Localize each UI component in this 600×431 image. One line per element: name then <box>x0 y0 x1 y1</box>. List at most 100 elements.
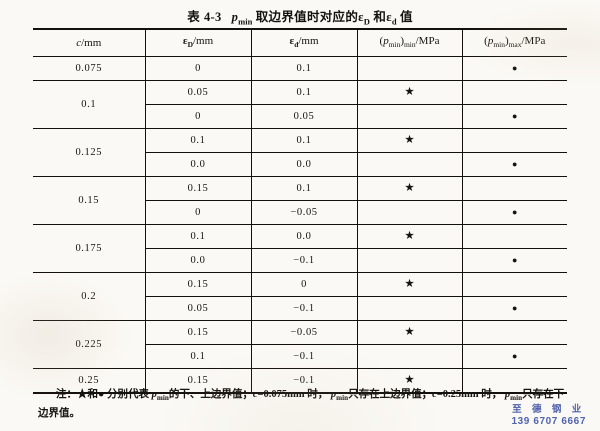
cell-pmin-max-marker: ● <box>461 200 567 226</box>
cell-c-value: 0.175 <box>33 224 146 274</box>
cell-pmin-min-marker: ★ <box>356 368 463 395</box>
page-title: 表 4-3 pmin 取边界值时对应的εD 和εd 值 <box>0 0 600 27</box>
cell-pmin-min-marker: ★ <box>356 320 463 346</box>
footnote-segment-6: 只存在下边界值。 <box>38 389 565 420</box>
data-table-container: c/mm εD/mm εd/mm (pmin)min/MPa (pmin)max… <box>33 28 567 395</box>
star-icon: ★ <box>404 278 415 291</box>
cell-pmin-min-marker <box>356 104 463 130</box>
cell-pmin-max-marker: ● <box>461 56 567 82</box>
star-icon: ★ <box>404 86 415 99</box>
cell-epsilon-d: −0.1 <box>250 344 358 370</box>
footnote-symbol-c-2: c <box>432 389 437 400</box>
footnote-segment-2: 的下、上边界值； <box>168 389 253 400</box>
title-symbol-p: pmin <box>231 10 253 27</box>
footnote-segment-5: =0.25mm 时， <box>436 389 503 400</box>
dot-icon: ● <box>512 255 518 266</box>
dot-icon: ● <box>512 111 518 122</box>
cell-epsilon-d: 0.0 <box>250 224 358 250</box>
dot-icon: ● <box>512 159 518 170</box>
table-row: 0 0.05 ● <box>33 104 567 130</box>
footnote-symbol-pmin-1: pmin <box>151 389 169 403</box>
cell-pmin-max-marker <box>461 368 567 395</box>
title-text-after: 值 <box>400 10 413 24</box>
cell-epsilon-d: 0.1 <box>250 176 358 202</box>
title-symbol-epsilon-d-upper: εD <box>358 10 370 27</box>
cell-epsilon-d: 0.1 <box>250 56 358 82</box>
footnote-symbol-pmin-3: pmin <box>504 389 523 403</box>
cell-epsilon-d: 0.0 <box>250 152 358 178</box>
cell-epsilon-D: 0.1 <box>144 128 252 154</box>
cell-pmin-max-marker: ● <box>461 296 567 322</box>
column-header-c: c/mm <box>33 28 146 58</box>
cell-pmin-max-marker <box>461 128 567 154</box>
table-row: 0.225 0.15 −0.05 ★ <box>33 320 567 370</box>
dot-icon: ● <box>512 351 518 362</box>
cell-epsilon-d: −0.1 <box>250 368 358 395</box>
star-icon: ★ <box>404 230 415 243</box>
cell-pmin-min-marker <box>356 248 463 274</box>
cell-epsilon-d: −0.1 <box>250 248 358 274</box>
cell-epsilon-D: 0.15 <box>144 320 252 346</box>
cell-epsilon-d: −0.1 <box>250 296 358 322</box>
cell-epsilon-d: 0.1 <box>250 80 358 106</box>
watermark: 至 德 钢 业 139 6707 6667 <box>511 401 586 427</box>
title-text-before: 取边界值时对应的 <box>255 10 359 24</box>
cell-pmin-min-marker: ★ <box>356 224 463 250</box>
dot-icon: ● <box>512 63 518 74</box>
table-row: 0.0 −0.1 ● <box>33 248 567 274</box>
watermark-company-name: 至 德 钢 业 <box>512 405 586 415</box>
cell-pmin-max-marker: ● <box>461 248 567 274</box>
cell-c-value: 0.225 <box>33 320 146 370</box>
cell-pmin-min-marker <box>356 344 463 370</box>
cell-pmin-max-marker <box>461 224 567 250</box>
title-number: 4-3 <box>204 10 222 24</box>
table-row: 0.2 0.15 0 ★ <box>33 272 567 322</box>
table-row: 0.25 0.15 −0.1 ★ <box>33 368 567 395</box>
title-label: 表 <box>187 10 200 24</box>
cell-pmin-min-marker <box>356 56 463 82</box>
star-icon: ★ <box>404 182 415 195</box>
footnote-segment-1: ★和● 分别代表 <box>77 389 150 400</box>
cell-pmin-min-marker: ★ <box>356 80 463 106</box>
table-row: 0.1 −0.1 ● <box>33 344 567 370</box>
table-body: 0.075 0 0.1 ● 0.1 0.05 0.1 ★ 0 0.05 ● 0.125 0.1 0.1 ★ 0… <box>33 56 567 395</box>
cell-epsilon-d: 0 <box>250 272 358 298</box>
table-row: 0.125 0.1 0.1 ★ <box>33 128 567 178</box>
cell-epsilon-d: 0.1 <box>250 128 358 154</box>
table-row: 0.0 0.0 ● <box>33 152 567 178</box>
cell-pmin-min-marker: ★ <box>356 128 463 154</box>
table-row: 0.15 0.15 0.1 ★ <box>33 176 567 226</box>
cell-pmin-max-marker: ● <box>461 104 567 130</box>
cell-c-value: 0.2 <box>33 272 146 322</box>
cell-epsilon-D: 0.0 <box>145 248 252 274</box>
cell-epsilon-D: 0 <box>145 200 252 226</box>
cell-pmin-max-marker <box>461 176 567 202</box>
star-icon: ★ <box>404 326 415 339</box>
cell-epsilon-D: 0.15 <box>144 176 252 202</box>
footnote-prefix: 注： <box>56 389 78 400</box>
cell-c-value: 0.075 <box>33 56 146 82</box>
table-row: 0 −0.05 ● <box>33 200 567 226</box>
cell-pmin-max-marker <box>461 272 567 298</box>
column-header-pmin-min: (pmin)min/MPa <box>356 28 463 58</box>
cell-epsilon-D: 0.05 <box>144 80 252 106</box>
cell-pmin-max-marker: ● <box>461 152 567 178</box>
dot-icon: ● <box>512 303 518 314</box>
cell-pmin-min-marker <box>356 200 463 226</box>
column-header-pmin-max: (pmin)max/MPa <box>461 28 567 58</box>
cell-pmin-max-marker: ● <box>461 344 567 370</box>
cell-epsilon-D: 0.15 <box>144 272 252 298</box>
cell-epsilon-D: 0 <box>145 104 252 130</box>
cell-pmin-max-marker <box>461 320 567 346</box>
cell-epsilon-D: 0 <box>144 56 252 82</box>
dot-icon: ● <box>512 207 518 218</box>
cell-pmin-max-marker <box>461 80 567 106</box>
cell-c-value: 0.15 <box>33 176 146 226</box>
footnote-symbol-pmin-2: pmin <box>330 389 349 403</box>
footnote-segment-4: 只存在上边界值； <box>348 389 433 400</box>
table-header: c/mm εD/mm εd/mm (pmin)min/MPa (pmin)max… <box>33 28 567 58</box>
boundary-values-table: c/mm εD/mm εd/mm (pmin)min/MPa (pmin)max… <box>33 28 567 395</box>
cell-epsilon-D: 0.0 <box>145 152 252 178</box>
cell-pmin-min-marker <box>356 296 463 322</box>
